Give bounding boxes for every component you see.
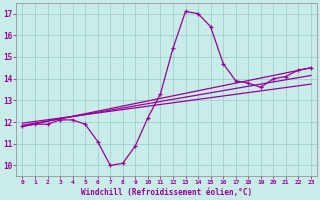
X-axis label: Windchill (Refroidissement éolien,°C): Windchill (Refroidissement éolien,°C) bbox=[81, 188, 252, 197]
